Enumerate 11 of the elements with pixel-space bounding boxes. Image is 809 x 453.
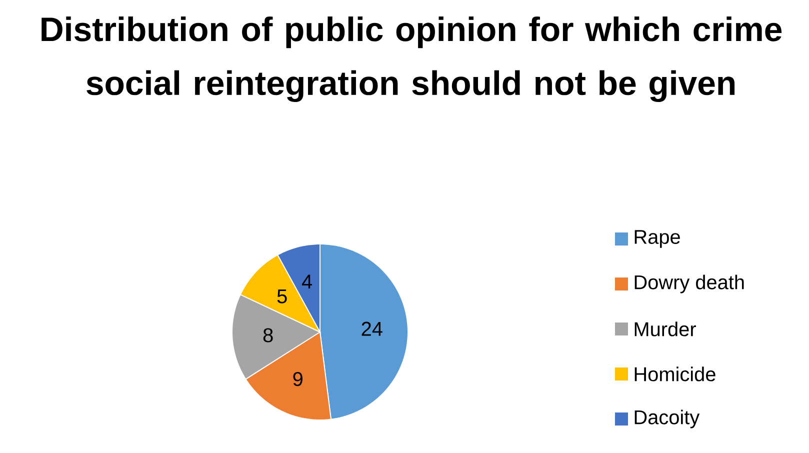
- data-label: 9: [293, 372, 302, 386]
- data-label: 24: [362, 322, 382, 336]
- legend-label: Rape: [634, 230, 680, 248]
- legend-label: Murder: [634, 322, 696, 336]
- data-label: 5: [277, 289, 287, 304]
- data-label: 8: [263, 328, 273, 342]
- legend-label: Homicide: [634, 366, 716, 382]
- legend-label: Dacoity: [634, 410, 700, 428]
- chart-title: Distribution of public opinion for which crime social reintegration should not be given: [42, 16, 782, 102]
- data-label: 4: [302, 274, 312, 288]
- legend-label: Dowry death: [634, 274, 744, 294]
